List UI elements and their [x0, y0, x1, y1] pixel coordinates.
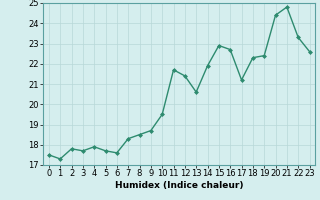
X-axis label: Humidex (Indice chaleur): Humidex (Indice chaleur)	[115, 181, 244, 190]
